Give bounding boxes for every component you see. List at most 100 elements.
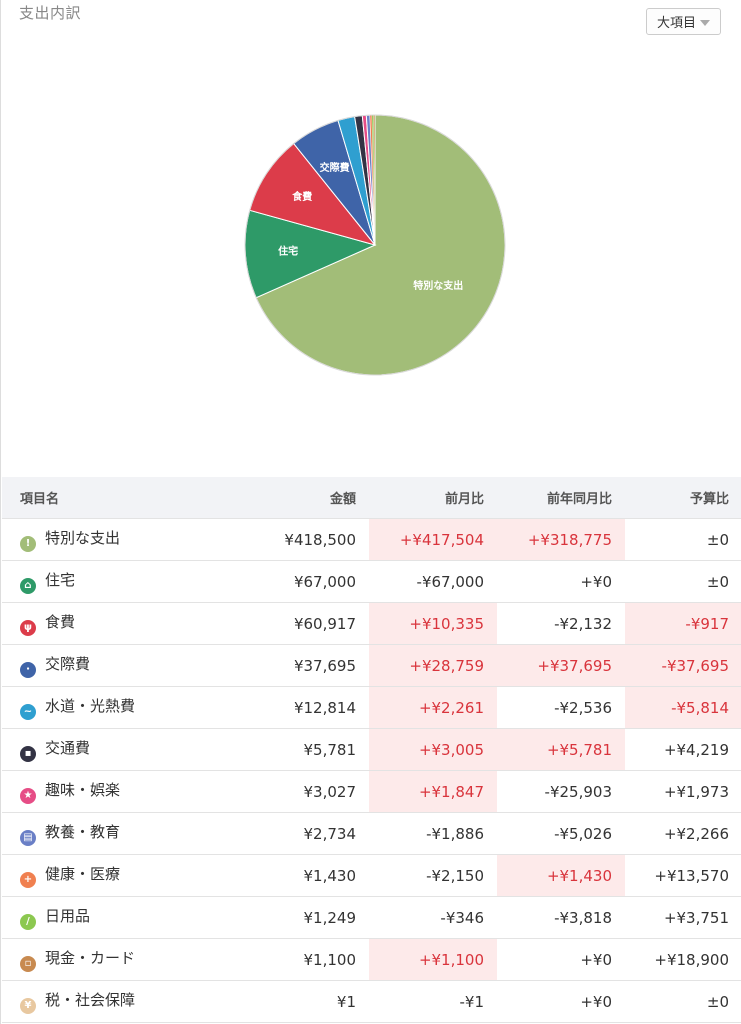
yoy-cell: +¥0 [497, 980, 625, 1023]
category-name: 特別な支出 [45, 529, 121, 547]
amount-cell: ¥12,814 [232, 686, 369, 729]
table-row[interactable]: ¥ 税・社会保障 ¥1 -¥1 +¥0 ±0 [2, 980, 741, 1023]
table-row[interactable]: + 健康・医療 ¥1,430 -¥2,150 +¥1,430 +¥13,570 [2, 854, 741, 897]
section-title: 支出内訳 [19, 4, 82, 22]
table-row[interactable]: ψ 食費 ¥60,917 +¥10,335 -¥2,132 -¥917 [2, 602, 741, 645]
amount-cell: ¥67,000 [232, 560, 369, 603]
category-name: 現金・カード [45, 949, 136, 967]
amount-cell: ¥1,100 [232, 938, 369, 981]
category-cell[interactable]: ⌂ 住宅 [2, 560, 232, 603]
category-level-label: 大項目 [656, 16, 696, 31]
header-budget[interactable]: 予算比 [625, 477, 741, 519]
category-cell[interactable]: ★ 趣味・娯楽 [2, 770, 232, 813]
category-name: 日用品 [45, 907, 91, 925]
table-row[interactable]: ꞏ 交際費 ¥37,695 +¥28,759 +¥37,695 -¥37,695 [2, 644, 741, 687]
budget-cell: +¥1,973 [625, 770, 741, 813]
house-icon: ⌂ [20, 578, 36, 594]
budget-cell: ±0 [625, 980, 741, 1023]
budget-cell: ±0 [625, 560, 741, 603]
category-cell[interactable]: ¥ 税・社会保障 [2, 980, 232, 1023]
budget-cell: -¥5,814 [625, 686, 741, 729]
yoy-cell: +¥1,430 [497, 854, 625, 897]
mom-cell: +¥1,100 [369, 938, 497, 981]
pie-svg: 特別な支出 住宅 食費 交際費 [244, 114, 506, 376]
amount-cell: ¥2,734 [232, 812, 369, 855]
table-row[interactable]: ~ 水道・光熱費 ¥12,814 +¥2,261 -¥2,536 -¥5,814 [2, 686, 741, 729]
mom-cell: +¥10,335 [369, 602, 497, 645]
category-level-dropdown[interactable]: 大項目 [646, 8, 721, 35]
header-name[interactable]: 項目名 [2, 477, 232, 519]
expense-table: 項目名 金額 前月比 前年同月比 予算比 ! 特別な支出 ¥418,500 +¥417… [2, 477, 741, 1023]
budget-cell: +¥2,266 [625, 812, 741, 855]
yoy-cell: -¥25,903 [497, 770, 625, 813]
amount-cell: ¥1 [232, 980, 369, 1023]
mom-cell: -¥1,886 [369, 812, 497, 855]
table-row[interactable]: ▤ 教養・教育 ¥2,734 -¥1,886 -¥5,026 +¥2,266 [2, 812, 741, 855]
category-name: 税・社会保障 [45, 991, 136, 1009]
table-row[interactable]: ▪ 交通費 ¥5,781 +¥3,005 +¥5,781 +¥4,219 [2, 728, 741, 771]
category-cell[interactable]: ▤ 教養・教育 [2, 812, 232, 855]
pie-slice-label: 食費 [291, 190, 312, 203]
amount-cell: ¥5,781 [232, 728, 369, 771]
category-cell[interactable]: / 日用品 [2, 896, 232, 939]
category-cell[interactable]: + 健康・医療 [2, 854, 232, 897]
header-yoy[interactable]: 前年同月比 [497, 477, 625, 519]
budget-cell: -¥917 [625, 602, 741, 645]
amount-cell: ¥418,500 [232, 518, 369, 561]
category-cell[interactable]: ! 特別な支出 [2, 518, 232, 561]
category-name: 食費 [45, 613, 76, 631]
fork-knife-icon: ψ [20, 620, 36, 636]
table-row[interactable]: ⌂ 住宅 ¥67,000 -¥67,000 +¥0 ±0 [2, 560, 741, 603]
mom-cell: -¥67,000 [369, 560, 497, 603]
category-cell[interactable]: ▪ 交通費 [2, 728, 232, 771]
train-icon: ▪ [20, 746, 36, 762]
table-row[interactable]: ! 特別な支出 ¥418,500 +¥417,504 +¥318,775 ±0 [2, 518, 741, 561]
budget-cell: +¥4,219 [625, 728, 741, 771]
mom-cell: +¥3,005 [369, 728, 497, 771]
amount-cell: ¥3,027 [232, 770, 369, 813]
yoy-cell: +¥5,781 [497, 728, 625, 771]
mom-cell: +¥2,261 [369, 686, 497, 729]
table-row[interactable]: ▫ 現金・カード ¥1,100 +¥1,100 +¥0 +¥18,900 [2, 938, 741, 981]
category-name: 住宅 [45, 571, 76, 589]
header-amount[interactable]: 金額 [232, 477, 369, 519]
amount-cell: ¥37,695 [232, 644, 369, 687]
table-header-row: 項目名 金額 前月比 前年同月比 予算比 [2, 477, 741, 519]
category-name: 教養・教育 [45, 823, 121, 841]
mom-cell: -¥2,150 [369, 854, 497, 897]
amount-cell: ¥1,249 [232, 896, 369, 939]
category-name: 趣味・娯楽 [45, 781, 121, 799]
expense-table-container: 項目名 金額 前月比 前年同月比 予算比 ! 特別な支出 ¥418,500 +¥417… [2, 477, 741, 1023]
pie-slice-label: 特別な支出 [413, 279, 463, 292]
exclamation-icon: ! [20, 536, 36, 552]
wallet-icon: ▫ [20, 956, 36, 972]
yoy-cell: -¥2,132 [497, 602, 625, 645]
table-row[interactable]: / 日用品 ¥1,249 -¥346 -¥3,818 +¥3,751 [2, 896, 741, 939]
table-row[interactable]: ★ 趣味・娯楽 ¥3,027 +¥1,847 -¥25,903 +¥1,973 [2, 770, 741, 813]
yoy-cell: +¥0 [497, 938, 625, 981]
amount-cell: ¥60,917 [232, 602, 369, 645]
budget-cell: +¥13,570 [625, 854, 741, 897]
pie-slice-label: 住宅 [278, 244, 298, 257]
category-cell[interactable]: ~ 水道・光熱費 [2, 686, 232, 729]
expense-pie-chart: 特別な支出 住宅 食費 交際費 [240, 110, 510, 380]
people-icon: ꞏ [20, 662, 36, 678]
caret-down-icon [700, 19, 710, 26]
pie-outline [244, 114, 506, 376]
yoy-cell: +¥37,695 [497, 644, 625, 687]
faucet-icon: ~ [20, 704, 36, 720]
category-cell[interactable]: ꞏ 交際費 [2, 644, 232, 687]
tax-icon: ¥ [20, 998, 36, 1014]
header-mom[interactable]: 前月比 [369, 477, 497, 519]
star-icon: ★ [20, 788, 36, 804]
yoy-cell: -¥3,818 [497, 896, 625, 939]
yoy-cell: +¥0 [497, 560, 625, 603]
budget-cell: +¥18,900 [625, 938, 741, 981]
category-name: 交際費 [45, 655, 91, 673]
yoy-cell: +¥318,775 [497, 518, 625, 561]
category-cell[interactable]: ψ 食費 [2, 602, 232, 645]
category-cell[interactable]: ▫ 現金・カード [2, 938, 232, 981]
mom-cell: +¥417,504 [369, 518, 497, 561]
budget-cell: ±0 [625, 518, 741, 561]
